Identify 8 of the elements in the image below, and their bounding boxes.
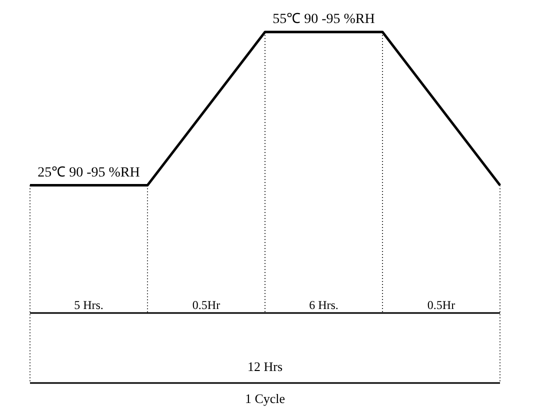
annotation: 6 Hrs. [309,298,338,312]
annotation: 0.5Hr [192,298,220,312]
annotation: 0.5Hr [427,298,456,312]
text: 12 Hrs [247,359,283,374]
annotation: 5 Hrs. [74,298,104,312]
annotation: 25℃ 90 -95 %RH [38,165,140,180]
text: 55℃ 90 -95 %RH [272,12,375,27]
text: 1 Cycle [244,391,286,406]
